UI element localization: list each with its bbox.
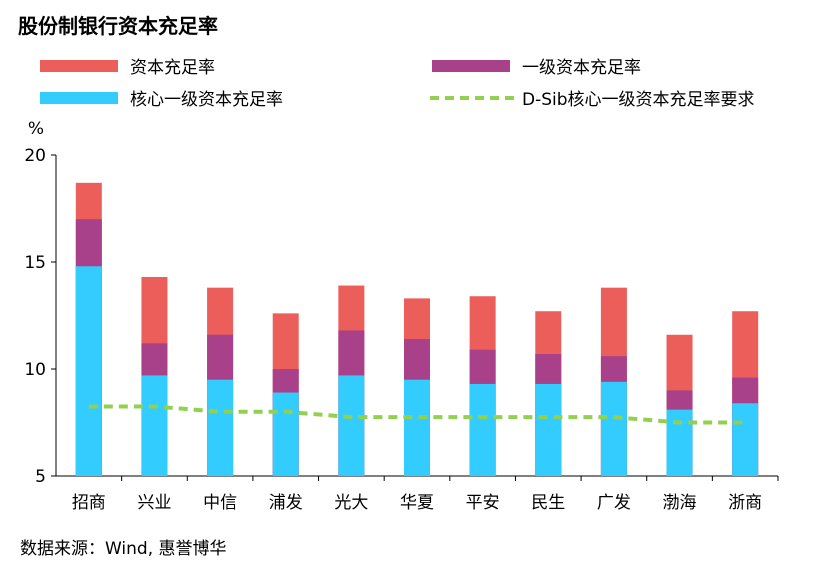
x-tick-label: 招商 <box>72 493 106 513</box>
line-series-dsib <box>88 404 746 425</box>
source-note: 数据来源：Wind, 惠誉博华 <box>20 539 227 559</box>
legend-label: 资本充足率 <box>130 58 215 78</box>
y-tick-label: 10 <box>24 360 46 380</box>
bar-中信-核心一级资本充足率 <box>207 379 234 476</box>
legend-label: 一级资本充足率 <box>522 58 641 78</box>
y-axis-label: % <box>28 119 44 139</box>
y-tick-label: 15 <box>24 253 46 273</box>
bar-渤海-核心一级资本充足率 <box>666 409 693 476</box>
x-tick-label: 平安 <box>466 493 500 513</box>
bar-浙商-核心一级资本充足率 <box>732 403 759 476</box>
x-tick-label: 中信 <box>203 493 237 513</box>
y-ticks: 5 10 15 20 <box>24 146 56 487</box>
legend-label: 核心一级资本充足率 <box>130 90 283 110</box>
x-tick-label: 浦发 <box>269 493 303 513</box>
x-tick-label: 渤海 <box>663 493 697 513</box>
legend-label: D-Sib核心一级资本充足率要求 <box>522 90 755 110</box>
line-layer <box>88 404 746 425</box>
bar-华夏-核心一级资本充足率 <box>404 379 430 476</box>
y-tick-label: 5 <box>35 467 46 487</box>
x-categories: 招商 兴业 中信 浦发 光大 华夏 平安 民生 广发 渤海 浙商 <box>72 493 762 513</box>
x-tick-label: 华夏 <box>400 493 434 513</box>
x-tick-label: 广发 <box>597 493 631 513</box>
bar-广发-核心一级资本充足率 <box>600 381 627 476</box>
legend-swatch <box>432 60 510 72</box>
x-tick-label: 光大 <box>334 493 368 513</box>
x-tick-label: 浙商 <box>728 493 762 513</box>
bar-平安-核心一级资本充足率 <box>469 383 496 476</box>
bar-浦发-核心一级资本充足率 <box>272 392 299 476</box>
legend-swatch <box>40 92 118 104</box>
chart-title: 股份制银行资本充足率 <box>18 14 218 38</box>
x-tick-label: 兴业 <box>137 493 171 513</box>
y-tick-label: 20 <box>24 146 46 166</box>
bar-招商-核心一级资本充足率 <box>75 266 102 476</box>
bars <box>75 182 779 481</box>
bar-光大-核心一级资本充足率 <box>338 375 365 476</box>
x-tick-label: 民生 <box>531 493 565 513</box>
legend-swatch <box>40 60 118 72</box>
bar-民生-核心一级资本充足率 <box>535 383 562 476</box>
bar-兴业-核心一级资本充足率 <box>141 375 168 476</box>
